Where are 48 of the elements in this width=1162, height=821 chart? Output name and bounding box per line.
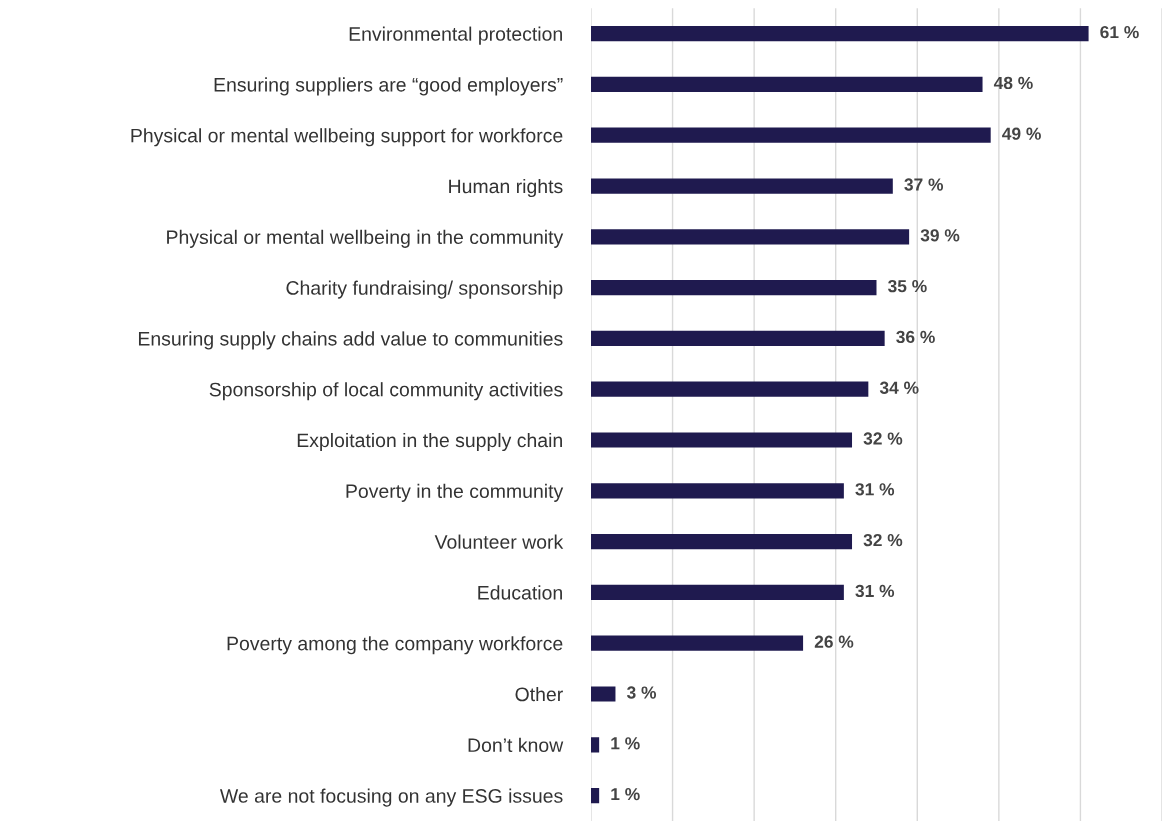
y-tick-label: Ensuring suppliers are “good employers”: [214, 77, 563, 96]
bar: [590, 178, 893, 194]
bar: [590, 584, 844, 601]
data-label: 35 %: [888, 279, 927, 293]
data-label: 1 %: [611, 788, 640, 801]
y-tick-label: Human rights: [449, 178, 563, 198]
data-label: 3 %: [626, 686, 657, 699]
y-tick-label: We are not focusing on any ESG issues: [219, 788, 563, 807]
data-label: 61 %: [1100, 25, 1139, 39]
bar: [590, 635, 804, 651]
bar: [590, 330, 885, 347]
bar: [590, 787, 600, 804]
data-label: 49 %: [1002, 127, 1041, 140]
bar: [590, 279, 877, 296]
y-tick-label: Ensuring supply chains add value to communities: [138, 331, 563, 350]
data-label: 39 %: [920, 229, 960, 242]
bar: [590, 381, 869, 397]
y-tick-label: Physical or mental wellbeing in the community: [167, 229, 564, 248]
y-tick-label: Physical or mental wellbeing support for workforce: [131, 128, 563, 147]
y-tick-label: Education: [478, 585, 562, 600]
data-label: 34 %: [879, 381, 919, 394]
bar: [590, 432, 853, 448]
y-tick-label: Other: [515, 686, 563, 702]
y-tick-label: Environmental protection: [349, 26, 562, 45]
y-tick-label: Sponsorship of local community activities: [209, 382, 563, 401]
data-label: 31 %: [855, 483, 895, 496]
y-tick-label: Poverty in the community: [346, 483, 564, 502]
bar: [590, 76, 983, 93]
y-tick-label: Charity fundraising/ sponsorship: [286, 280, 563, 299]
bar: [590, 533, 853, 550]
y-tick-label: Don’t know: [468, 737, 564, 753]
y-tick-label: Poverty among the company workforce: [227, 636, 563, 655]
data-label: 26 %: [814, 635, 854, 648]
bar: [590, 127, 991, 143]
data-label: 32 %: [863, 432, 903, 445]
bar: [590, 229, 910, 245]
data-label: 31 %: [855, 584, 895, 598]
data-label: 1 %: [611, 737, 640, 750]
bar: [590, 25, 1089, 42]
data-label: 37 %: [904, 178, 944, 191]
bar: [590, 483, 844, 499]
y-tick-label: Exploitation in the supply chain: [297, 432, 562, 452]
bar: [590, 686, 616, 702]
y-tick-label: Volunteer work: [434, 534, 564, 549]
bar: [590, 737, 600, 753]
data-label: 36 %: [896, 330, 935, 344]
data-label: 48 %: [993, 76, 1033, 90]
data-label: 32 %: [863, 533, 903, 547]
